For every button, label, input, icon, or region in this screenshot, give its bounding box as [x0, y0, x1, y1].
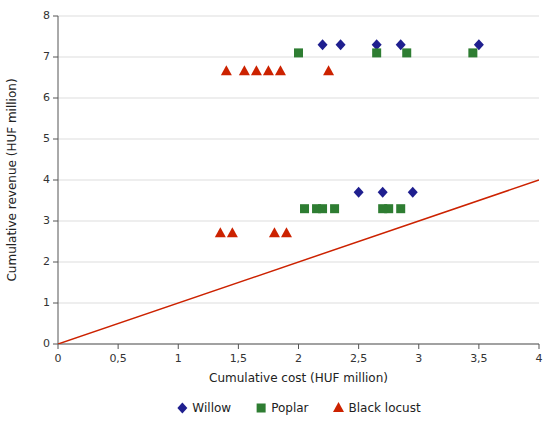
tick-label: 4	[43, 173, 50, 186]
legend-label: Black locust	[349, 401, 421, 415]
tick	[58, 344, 59, 349]
x-axis-label: Cumulative cost (HUF million)	[209, 371, 388, 385]
legend: Willow Poplar Black locust	[177, 401, 421, 415]
legend-marker	[257, 404, 266, 413]
grid-line	[58, 98, 539, 99]
tick-label: 3	[43, 214, 50, 227]
point	[281, 227, 292, 237]
tick	[53, 57, 58, 58]
tick-label: 2,5	[350, 352, 368, 365]
y-axis-line	[58, 16, 59, 344]
point	[269, 227, 280, 237]
tick-label: 5	[43, 132, 50, 145]
point	[318, 39, 328, 50]
tick-label: 3,5	[470, 352, 488, 365]
tick-label: 0	[43, 337, 50, 350]
tick	[238, 344, 239, 349]
point	[372, 48, 381, 57]
point	[300, 204, 309, 213]
axes: 0 1 2 3 4 5 6 7 8 0 0,5 1 1,5 2 2,5 3 3,5 4	[43, 9, 543, 365]
tick-label: 0,5	[109, 352, 127, 365]
tick	[53, 180, 58, 181]
series-points	[294, 48, 477, 213]
tick-label: 4	[536, 352, 543, 365]
point	[378, 204, 387, 213]
tick	[53, 98, 58, 99]
legend-marker	[177, 403, 187, 414]
tick	[418, 344, 419, 349]
tick	[53, 344, 58, 345]
point	[336, 39, 346, 50]
point	[330, 204, 339, 213]
point	[396, 204, 405, 213]
point	[221, 65, 232, 75]
legend-item: Black locust	[333, 401, 421, 415]
tick	[539, 344, 540, 349]
tick	[478, 344, 479, 349]
point	[239, 65, 250, 75]
grid-line	[58, 221, 539, 222]
plot-data	[58, 39, 539, 344]
tick	[53, 139, 58, 140]
y-axis-label: Cumulative revenue (HUF million)	[5, 78, 19, 281]
tick	[358, 344, 359, 349]
point	[402, 48, 411, 57]
tick	[53, 221, 58, 222]
tick-label: 8	[43, 9, 50, 22]
grid-line	[58, 139, 539, 140]
tick-label: 7	[43, 50, 50, 63]
grid-line	[58, 16, 539, 17]
point	[354, 187, 364, 198]
series-points	[215, 65, 334, 237]
point	[263, 65, 274, 75]
grid-line	[58, 303, 539, 304]
tick-label: 1,5	[230, 352, 248, 365]
legend-item: Poplar	[257, 401, 309, 415]
x-axis-line	[58, 344, 539, 345]
tick-label: 6	[43, 91, 50, 104]
tick-label: 0	[55, 352, 62, 365]
grid	[58, 16, 539, 344]
tick-label: 1	[43, 296, 50, 309]
tick-label: 2	[43, 255, 50, 268]
point	[408, 187, 418, 198]
point	[323, 65, 334, 75]
point	[275, 65, 286, 75]
point	[318, 204, 327, 213]
tick	[53, 16, 58, 17]
tick	[178, 344, 179, 349]
point	[227, 227, 238, 237]
tick	[53, 262, 58, 263]
point	[251, 65, 262, 75]
tick	[118, 344, 119, 349]
point	[378, 187, 388, 198]
grid-line	[58, 344, 539, 345]
legend-label: Willow	[192, 401, 231, 415]
grid-line	[58, 180, 539, 181]
legend-marker	[333, 402, 344, 412]
point	[215, 227, 226, 237]
tick-label: 3	[415, 352, 422, 365]
legend-label: Poplar	[271, 401, 308, 415]
tick	[53, 303, 58, 304]
series-points	[318, 39, 484, 198]
point	[468, 48, 477, 57]
tick-label: 2	[295, 352, 302, 365]
tick-label: 1	[175, 352, 182, 365]
tick	[298, 344, 299, 349]
line	[58, 180, 539, 344]
chart: 0 1 2 3 4 5 6 7 8 0 0,5 1 1,5 2 2,5 3 3,5 4 Cumulative cos…	[0, 0, 557, 426]
legend-item: Willow	[177, 401, 231, 415]
point	[294, 48, 303, 57]
